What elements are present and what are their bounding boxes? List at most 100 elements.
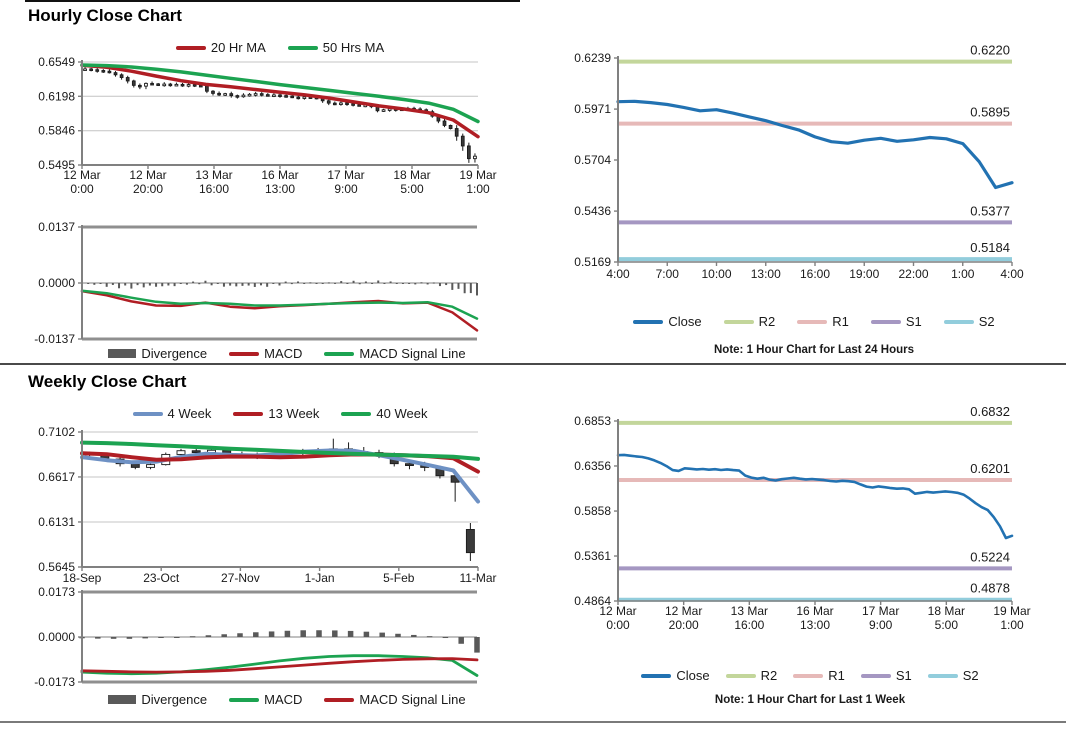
line-swatch-icon	[229, 351, 260, 356]
svg-text:0.4864: 0.4864	[574, 594, 611, 608]
legend-item-close: Close	[633, 314, 702, 329]
legend-item-s1: S1	[870, 314, 922, 329]
svg-text:12 Mar: 12 Mar	[665, 604, 702, 618]
svg-text:19:00: 19:00	[849, 267, 879, 281]
hourly-close-legend: 20 Hr MA 50 Hrs MA	[100, 40, 460, 55]
legend-label: MACD	[264, 346, 303, 361]
svg-text:13:00: 13:00	[800, 618, 830, 632]
line-swatch-icon	[229, 697, 260, 702]
legend-label: MACD	[264, 692, 303, 707]
svg-text:18-Sep: 18-Sep	[63, 571, 102, 585]
legend-label: 4 Week	[167, 406, 212, 421]
svg-text:7:00: 7:00	[656, 267, 680, 281]
svg-text:0.0000: 0.0000	[38, 276, 75, 290]
line-swatch-icon	[233, 411, 264, 416]
legend-label: S2	[978, 314, 995, 329]
line-swatch-icon	[641, 673, 672, 678]
line-swatch-icon	[341, 411, 372, 416]
weekly-macd-legend: Divergence MACD MACD Signal Line	[77, 692, 497, 707]
svg-text:0:00: 0:00	[606, 618, 630, 632]
weekly-macd-chart: 0.0173 0.0000 -0.0173	[34, 585, 480, 689]
svg-text:16 Mar: 16 Mar	[796, 604, 833, 618]
svg-text:0.5858: 0.5858	[574, 504, 611, 518]
svg-text:0.5436: 0.5436	[574, 204, 611, 218]
legend-label: 13 Week	[268, 406, 320, 421]
line-swatch-icon	[633, 319, 664, 324]
svg-text:0.6239: 0.6239	[574, 51, 611, 65]
line-swatch-icon	[860, 673, 891, 678]
svg-text:18 Mar: 18 Mar	[928, 604, 965, 618]
line-swatch-icon	[287, 45, 318, 50]
svg-text:19 Mar: 19 Mar	[459, 168, 496, 182]
svg-text:0.6220: 0.6220	[970, 43, 1010, 58]
bar-swatch-icon	[108, 349, 137, 358]
svg-text:1:00: 1:00	[466, 182, 490, 196]
legend-item-divergence: Divergence	[108, 692, 207, 707]
legend-label: Close	[668, 314, 702, 329]
legend-item-r1: R1	[793, 668, 845, 683]
svg-text:9:00: 9:00	[334, 182, 358, 196]
svg-text:0.5361: 0.5361	[574, 549, 611, 563]
svg-text:-0.0137: -0.0137	[34, 332, 75, 346]
svg-text:1:00: 1:00	[951, 267, 975, 281]
weekly-close-legend: 4 Week 13 Week 40 Week	[70, 406, 490, 421]
weekly-support-resistance-chart: 0.6832 0.6201 0.5224 0.4878 0.6853 0.6356 0.58…	[574, 404, 1030, 632]
legend-item-macd-signal-line: MACD Signal Line	[324, 692, 466, 707]
svg-text:0.5846: 0.5846	[38, 124, 75, 138]
svg-text:13:00: 13:00	[751, 267, 781, 281]
svg-text:0.0000: 0.0000	[38, 630, 75, 644]
top-rule	[25, 0, 520, 2]
svg-text:16:00: 16:00	[199, 182, 229, 196]
svg-text:27-Nov: 27-Nov	[221, 571, 260, 585]
svg-text:13 Mar: 13 Mar	[731, 604, 768, 618]
section-divider	[0, 363, 1066, 365]
legend-label: Close	[676, 668, 710, 683]
legend-item-macd: MACD	[229, 692, 302, 707]
weekly-section-title: Weekly Close Chart	[28, 372, 187, 391]
legend-label: R2	[758, 314, 776, 329]
svg-text:22:00: 22:00	[898, 267, 928, 281]
line-swatch-icon	[723, 319, 754, 324]
svg-text:0.6617: 0.6617	[38, 470, 75, 484]
svg-text:1-Jan: 1-Jan	[305, 571, 335, 585]
legend-item-40-week: 40 Week	[341, 406, 428, 421]
svg-text:0:00: 0:00	[70, 182, 94, 196]
hourly_sr-plot: 0.6220 0.5895 0.5377 0.5184 0.6239 0.5971 0.57…	[574, 43, 1024, 281]
svg-text:0.6832: 0.6832	[970, 404, 1010, 419]
legend-label: MACD Signal Line	[359, 346, 466, 361]
hourly-section-title: Hourly Close Chart	[28, 6, 182, 25]
weekly_macd-plot: 0.0173 0.0000 -0.0173	[34, 585, 480, 689]
legend-item-s2: S2	[943, 314, 995, 329]
line-swatch-icon	[324, 351, 355, 356]
legend-item-macd-signal-line: MACD Signal Line	[324, 346, 466, 361]
legend-label: MACD Signal Line	[359, 692, 466, 707]
hourly-macd-chart: 0.0137 0.0000 -0.0137	[34, 220, 479, 346]
legend-label: S1	[905, 314, 922, 329]
svg-text:12 Mar: 12 Mar	[63, 168, 100, 182]
svg-text:17 Mar: 17 Mar	[327, 168, 364, 182]
legend-item-r2: R2	[723, 314, 776, 329]
svg-text:0.6198: 0.6198	[38, 89, 75, 103]
svg-text:18 Mar: 18 Mar	[393, 168, 430, 182]
legend-item-divergence: Divergence	[108, 346, 207, 361]
svg-text:5:00: 5:00	[935, 618, 959, 632]
line-swatch-icon	[943, 319, 974, 324]
svg-text:0.6853: 0.6853	[574, 414, 611, 428]
hourly_macd-plot: 0.0137 0.0000 -0.0137	[34, 220, 479, 346]
svg-text:19 Mar: 19 Mar	[993, 604, 1030, 618]
svg-text:0.5224: 0.5224	[970, 549, 1010, 564]
svg-text:0.5495: 0.5495	[38, 158, 75, 172]
svg-text:11-Mar: 11-Mar	[459, 571, 496, 585]
legend-label: 40 Week	[376, 406, 428, 421]
svg-text:0.5704: 0.5704	[574, 153, 611, 167]
svg-text:0.6356: 0.6356	[574, 459, 611, 473]
svg-text:16:00: 16:00	[734, 618, 764, 632]
svg-text:0.4878: 0.4878	[970, 581, 1010, 596]
legend-item-s1: S1	[860, 668, 912, 683]
legend-label: S1	[895, 668, 912, 683]
svg-text:0.6131: 0.6131	[38, 515, 75, 529]
weekly-sr-legend: Close R2 R1 S1 S2	[590, 668, 1030, 683]
